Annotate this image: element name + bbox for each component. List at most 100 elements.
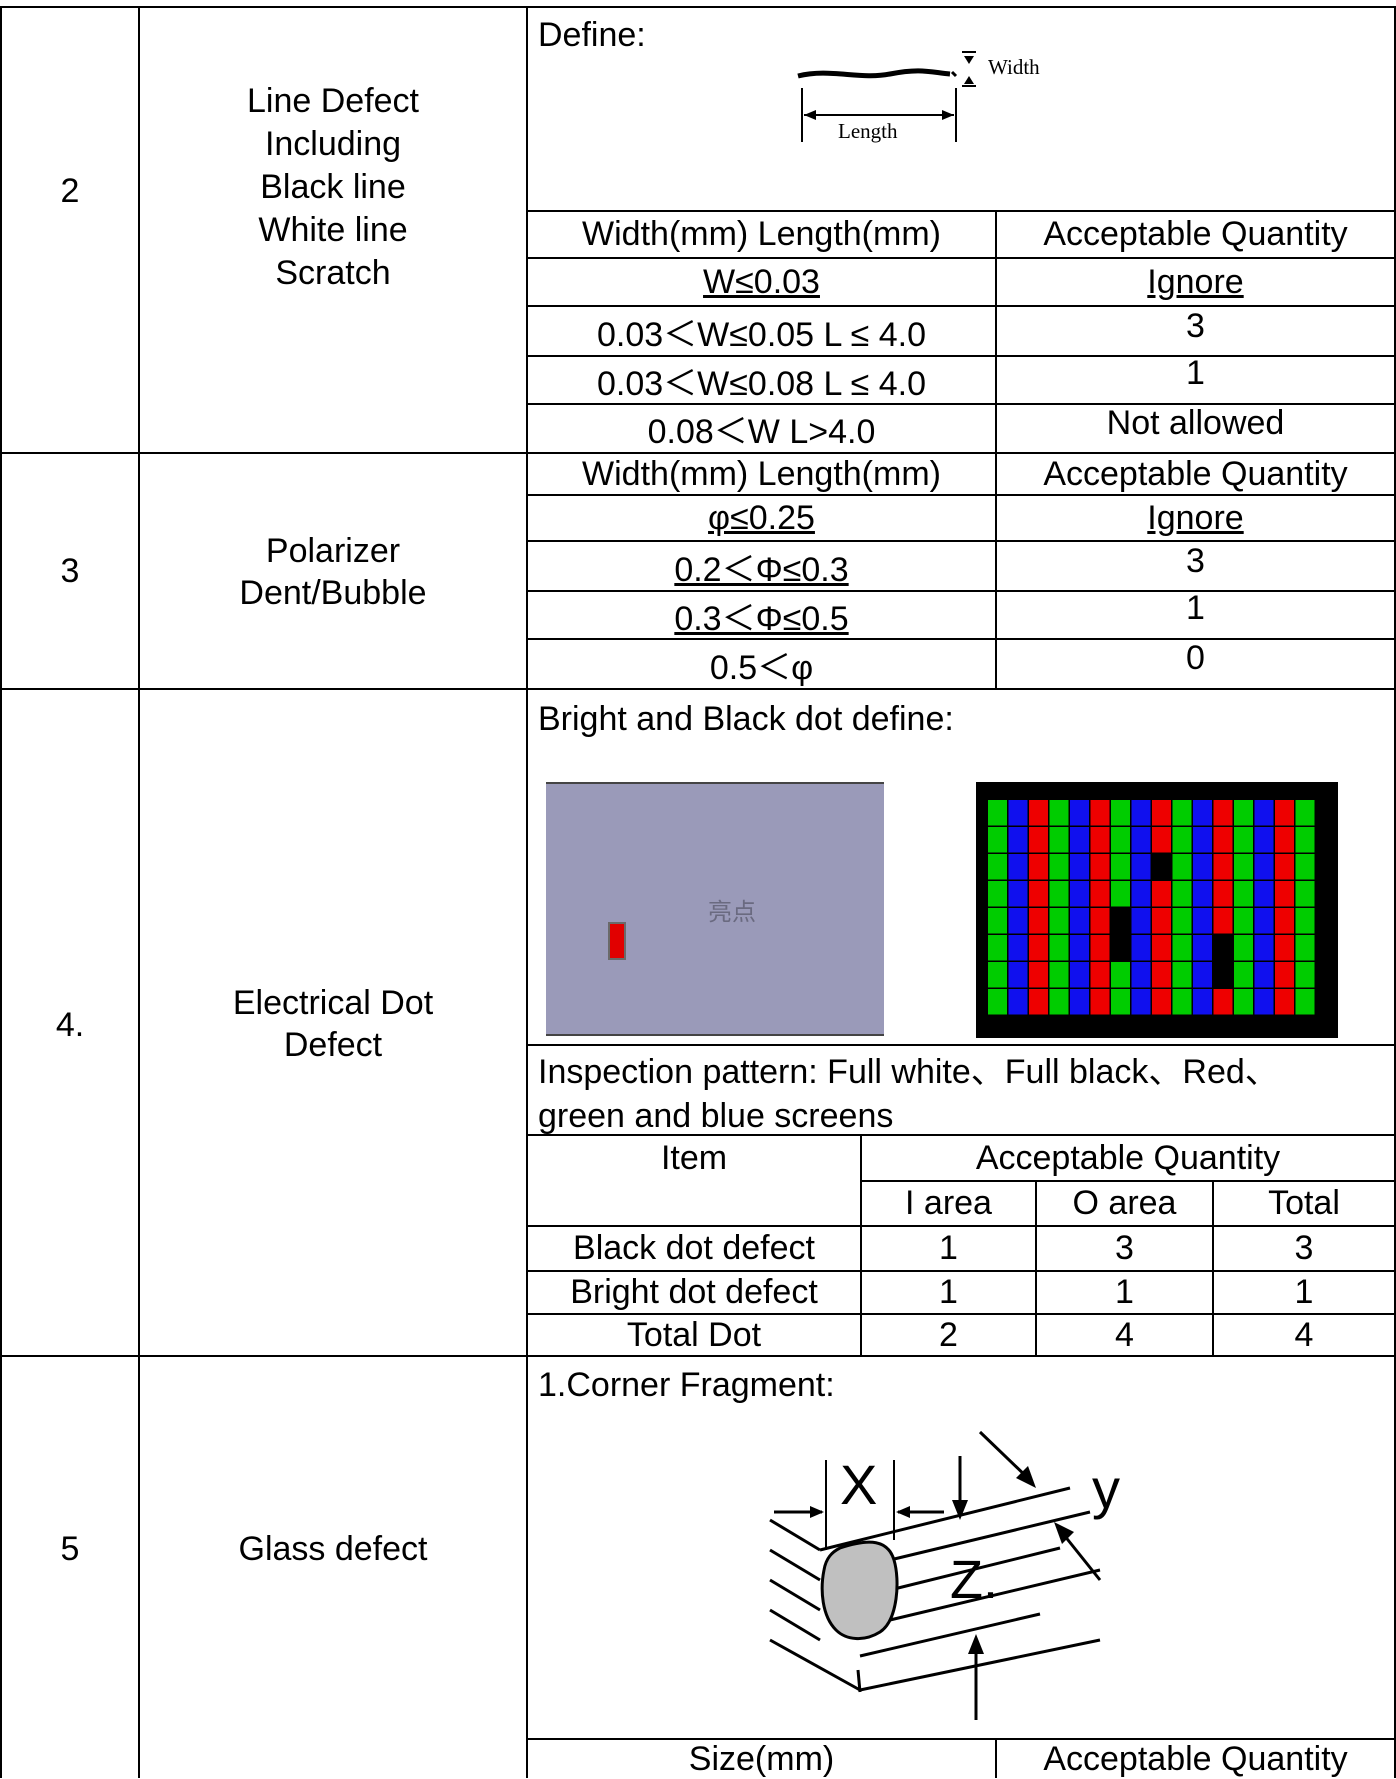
subpixel bbox=[1172, 989, 1192, 1015]
item-line: Polarizer bbox=[265, 532, 401, 570]
subpixel bbox=[1193, 854, 1212, 880]
subpixel bbox=[1070, 854, 1089, 880]
black-dot bbox=[1111, 908, 1130, 934]
bright-dot-icon bbox=[608, 922, 626, 960]
table-cell: 0 bbox=[1186, 638, 1205, 677]
line-defect-figure: Width Length bbox=[797, 51, 1040, 143]
table-cell: Ignore bbox=[1147, 262, 1244, 301]
grid-line bbox=[1394, 6, 1396, 1778]
defect-item-name: Glass defect bbox=[238, 1529, 428, 1568]
subpixel bbox=[1090, 854, 1110, 880]
subpixel bbox=[1275, 881, 1294, 907]
subpixel bbox=[1254, 989, 1274, 1015]
subpixel bbox=[1254, 935, 1274, 961]
table-cell: Total Dot bbox=[626, 1315, 762, 1354]
grid-line bbox=[526, 590, 1396, 592]
pattern-line: green and blue screens bbox=[538, 1097, 894, 1135]
defect-item-name: Polarizer Dent/Bubble bbox=[140, 530, 526, 614]
item-line: Dent/Bubble bbox=[239, 574, 427, 612]
subpixel bbox=[1295, 854, 1315, 880]
subpixel bbox=[1172, 881, 1192, 907]
grid-line bbox=[526, 1225, 1396, 1227]
subpixel bbox=[988, 908, 1007, 934]
table-cell: 0.3＜Φ≤0.5 bbox=[674, 599, 849, 638]
subpixel bbox=[1070, 962, 1089, 988]
header-cell: Acceptable Quantity bbox=[975, 1138, 1281, 1177]
subpixel bbox=[1049, 800, 1069, 826]
grid-line bbox=[526, 1313, 1396, 1315]
subpixel bbox=[1111, 881, 1130, 907]
define-label: Define: bbox=[538, 16, 646, 54]
header-cell: Acceptable Quantity bbox=[1043, 1739, 1348, 1778]
subpixel bbox=[1254, 962, 1274, 988]
subpixel bbox=[1152, 827, 1171, 853]
subpixel bbox=[988, 827, 1007, 853]
subpixel bbox=[1234, 908, 1253, 934]
subpixel bbox=[988, 989, 1007, 1015]
subpixel bbox=[1193, 935, 1212, 961]
subpixel bbox=[1295, 935, 1315, 961]
grid-line bbox=[1212, 1180, 1214, 1356]
y-label: y bbox=[1092, 1457, 1120, 1520]
subpixel bbox=[1213, 827, 1233, 853]
table-cell: 1 bbox=[1186, 353, 1205, 392]
width-label: Width bbox=[988, 55, 1040, 79]
subpixel bbox=[1152, 962, 1171, 988]
subpixel bbox=[1070, 908, 1089, 934]
subpixel bbox=[1275, 989, 1294, 1015]
subpixel bbox=[988, 800, 1007, 826]
grid-line bbox=[526, 403, 1396, 405]
subpixel bbox=[1254, 827, 1274, 853]
subpixel bbox=[1254, 908, 1274, 934]
subpixel bbox=[1295, 989, 1315, 1015]
subpixel bbox=[988, 881, 1007, 907]
subpixel bbox=[1131, 908, 1151, 934]
item-line: Black line bbox=[260, 168, 406, 206]
subpixel bbox=[1049, 908, 1069, 934]
grid-line bbox=[0, 1355, 1396, 1357]
subpixel bbox=[1008, 935, 1028, 961]
subpixel bbox=[1193, 962, 1212, 988]
header-cell: Item bbox=[660, 1138, 728, 1177]
subpixel bbox=[1111, 962, 1130, 988]
black-dot bbox=[1213, 935, 1233, 961]
grid-line bbox=[526, 305, 1396, 307]
subpixel bbox=[1131, 881, 1151, 907]
pattern-line: Inspection pattern: Full white、Full blac… bbox=[538, 1053, 1279, 1091]
row-number: 2 bbox=[60, 171, 80, 210]
subpixel bbox=[1070, 800, 1089, 826]
subpixel bbox=[988, 962, 1007, 988]
row-number: 4. bbox=[55, 1005, 85, 1044]
defect-item-name: Electrical Dot Defect bbox=[140, 982, 526, 1066]
subpixel bbox=[1008, 800, 1028, 826]
subpixel bbox=[1090, 881, 1110, 907]
subpixel bbox=[1295, 881, 1315, 907]
grid-line bbox=[526, 355, 1396, 357]
subpixel bbox=[1029, 935, 1048, 961]
grid-line bbox=[526, 1270, 1396, 1272]
table-cell: 3 bbox=[1115, 1229, 1134, 1267]
row-number: 3 bbox=[60, 551, 80, 590]
subpixel bbox=[1090, 800, 1110, 826]
subpixel bbox=[1234, 881, 1253, 907]
subpixel bbox=[1070, 935, 1089, 961]
subpixel bbox=[1090, 935, 1110, 961]
subpixel bbox=[1049, 854, 1069, 880]
subpixel bbox=[1008, 908, 1028, 934]
black-dot bbox=[1152, 854, 1171, 880]
subpixel bbox=[1152, 935, 1171, 961]
table-cell: 0.08＜W L>4.0 bbox=[647, 413, 876, 451]
subpixel bbox=[1090, 908, 1110, 934]
table-cell: 4 bbox=[1294, 1315, 1314, 1354]
defect-item-name: Line Defect Including Black line White l… bbox=[140, 80, 526, 295]
subpixel bbox=[1295, 800, 1315, 826]
subpixel bbox=[1070, 989, 1089, 1015]
grid-line bbox=[995, 210, 997, 454]
subpixel bbox=[1111, 854, 1130, 880]
subpixel bbox=[1295, 962, 1315, 988]
subpixel bbox=[1234, 989, 1253, 1015]
subpixel bbox=[1049, 989, 1069, 1015]
subpixel bbox=[1193, 827, 1212, 853]
subpixel bbox=[1029, 962, 1048, 988]
subpixel bbox=[1152, 800, 1171, 826]
